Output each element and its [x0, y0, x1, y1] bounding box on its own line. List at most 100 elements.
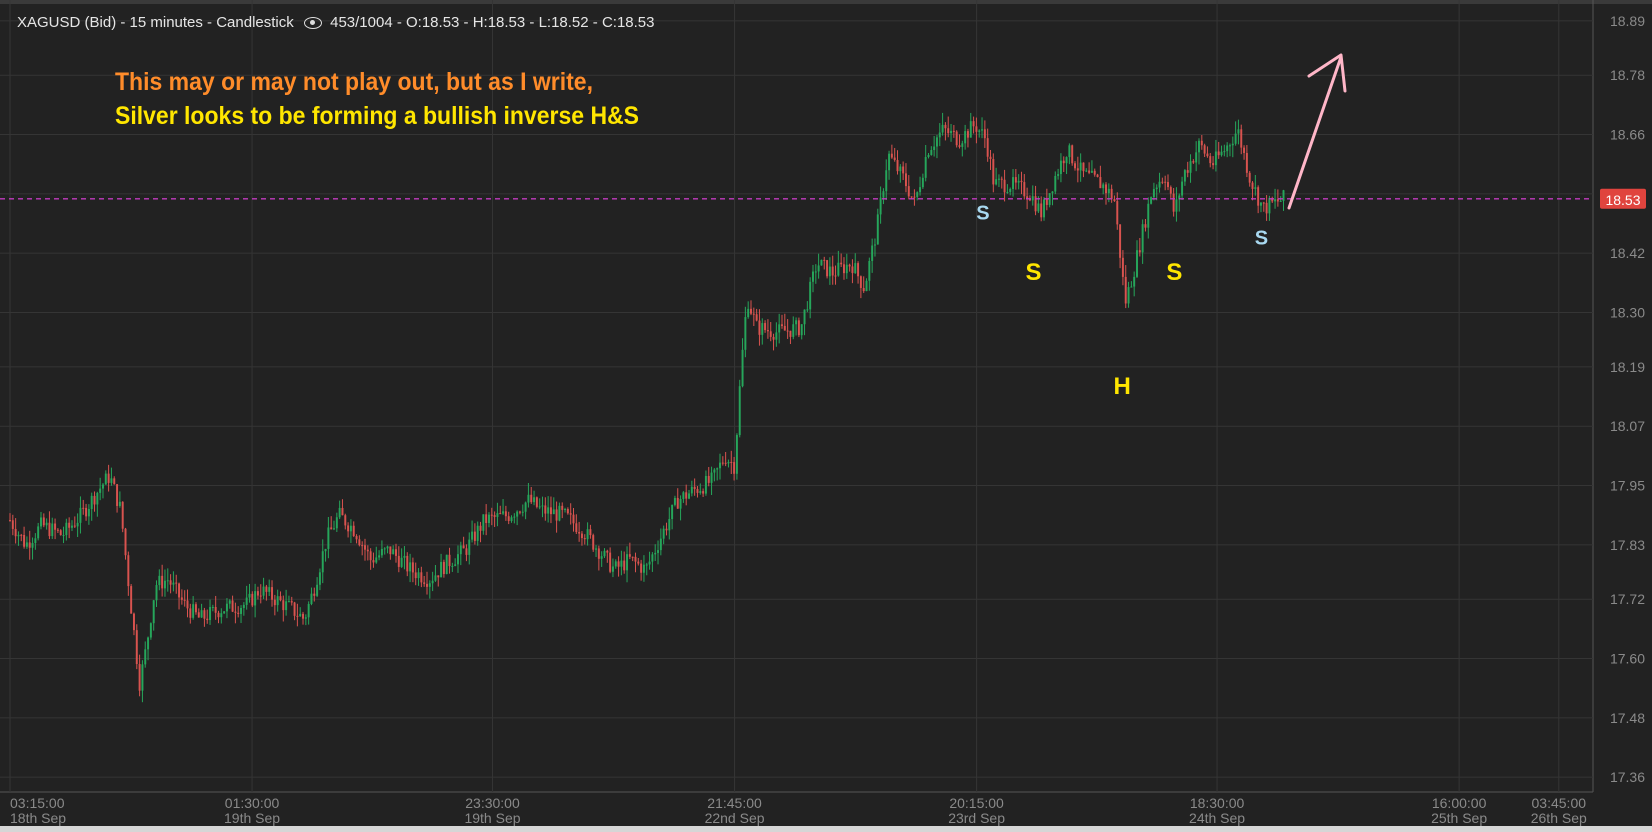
candle-body — [721, 462, 724, 464]
x-tick-date: 23rd Sep — [948, 810, 1005, 826]
candle-body — [395, 549, 397, 556]
candle-body — [276, 596, 279, 606]
candles — [9, 112, 1285, 703]
candle-body — [104, 473, 107, 485]
candle-body — [25, 542, 28, 547]
candle-body — [952, 130, 955, 132]
candle-body — [87, 508, 90, 517]
candle-body — [1127, 287, 1130, 304]
candle-body — [1240, 129, 1243, 148]
candle-body — [1107, 188, 1110, 194]
candle-body — [175, 582, 178, 584]
candle-body — [1228, 145, 1231, 147]
candle-body — [758, 320, 761, 335]
candle-body — [1116, 201, 1119, 225]
candle-body — [454, 564, 457, 566]
candle-body — [854, 263, 857, 274]
candle-body — [1006, 191, 1009, 193]
candle-body — [693, 486, 696, 490]
candle-body — [1279, 200, 1282, 202]
x-tick-date: 19th Sep — [224, 810, 280, 826]
candle-body — [1062, 160, 1065, 164]
candle-body — [981, 129, 984, 131]
candle-body — [1200, 140, 1203, 146]
candle-body — [378, 555, 381, 558]
candle-body — [868, 260, 871, 281]
candle-body — [637, 561, 640, 564]
candle-body — [40, 517, 42, 527]
candle-body — [1074, 163, 1076, 169]
candle-body — [1183, 170, 1186, 182]
candle-body — [803, 309, 806, 325]
candle-body — [386, 546, 389, 549]
x-tick-date: 24th Sep — [1189, 810, 1245, 826]
candle-body — [673, 497, 676, 505]
candle-body — [518, 511, 521, 513]
candle-body — [169, 580, 172, 585]
x-tick-time: 23:30:00 — [465, 795, 520, 811]
candle-body — [513, 516, 516, 518]
candle-body — [975, 126, 978, 132]
candle-body — [434, 575, 437, 581]
candle-body — [304, 617, 307, 619]
candle-body — [1105, 184, 1107, 194]
candle-body — [138, 664, 141, 691]
candle-body — [1223, 151, 1226, 153]
candle-body — [896, 160, 899, 172]
candle-body — [1254, 187, 1257, 189]
candle-body — [775, 332, 778, 340]
candle-body — [440, 561, 443, 578]
candle-body — [702, 491, 705, 494]
candle-body — [192, 604, 195, 618]
candle-body — [1262, 202, 1265, 204]
candle-body — [265, 586, 268, 592]
candle-body — [56, 529, 59, 531]
candle-body — [1231, 143, 1234, 146]
eye-icon[interactable] — [303, 17, 322, 30]
candle-body — [1181, 181, 1184, 196]
candle-body — [569, 513, 572, 515]
candle-body — [510, 517, 513, 521]
candle-body — [318, 572, 321, 585]
candle-body — [913, 196, 916, 198]
candle-body — [527, 494, 530, 503]
candle-body — [163, 580, 166, 589]
candle-body — [814, 271, 817, 273]
candle-body — [927, 154, 930, 158]
candle-body — [916, 192, 919, 197]
candle-body — [254, 591, 257, 606]
candle-body — [789, 330, 792, 337]
candle-body — [572, 514, 575, 524]
candle-body — [907, 186, 910, 197]
candle-body — [606, 550, 609, 553]
candle-body — [665, 528, 668, 531]
candle-body — [516, 511, 519, 517]
candle-body — [1147, 203, 1150, 228]
candle-body — [738, 386, 741, 436]
candle-body — [448, 554, 451, 567]
candle-body — [397, 555, 400, 567]
candle-body — [1164, 181, 1167, 183]
candle-body — [485, 514, 488, 523]
candle-body — [631, 556, 634, 558]
candle-body — [487, 514, 490, 523]
candle-body — [152, 600, 155, 624]
candle-body — [231, 600, 234, 612]
candle-body — [349, 525, 352, 532]
candle-body — [710, 472, 713, 483]
candle-body — [203, 610, 206, 619]
candle-body — [828, 266, 831, 277]
candle-body — [575, 523, 578, 533]
candle-body — [1245, 152, 1248, 173]
candle-body — [268, 587, 271, 592]
candle-body — [817, 265, 820, 272]
candle-body — [530, 494, 533, 503]
candle-body — [1150, 197, 1153, 204]
candle-body — [1119, 224, 1122, 258]
candle-body — [750, 308, 752, 314]
candle-body — [995, 179, 998, 185]
candle-body — [597, 548, 600, 559]
candle-body — [552, 509, 555, 515]
candle-body — [634, 556, 637, 562]
